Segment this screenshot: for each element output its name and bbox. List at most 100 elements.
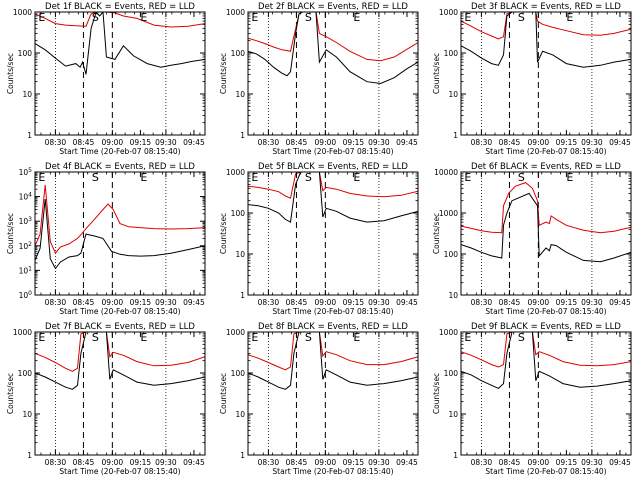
x-tick-label: 09:15 <box>556 298 578 307</box>
event-marker-e: E <box>566 331 573 344</box>
event-marker-s: S <box>305 171 312 184</box>
y-tick-label: 100 <box>19 290 33 300</box>
x-tick-label: 09:45 <box>183 138 205 147</box>
y-axis-label: Counts/sec <box>219 53 228 94</box>
x-tick-label: 09:30 <box>581 138 603 147</box>
series-events-line <box>461 12 631 68</box>
y-axis-label: Counts/sec <box>6 213 15 254</box>
panel-title: Det 9f BLACK = Events, RED = LLD <box>471 322 621 332</box>
panel-title: Det 2f BLACK = Events, RED = LLD <box>258 2 408 12</box>
x-axis-label: Start Time (20-Feb-07 08:15:40) <box>485 467 606 476</box>
x-axis-label: Start Time (20-Feb-07 08:15:40) <box>59 307 180 316</box>
panel-title: Det 6f BLACK = Events, RED = LLD <box>471 162 621 172</box>
y-tick-label: 1 <box>453 131 458 140</box>
x-tick-label: 09:00 <box>102 298 124 307</box>
plot-frame <box>247 331 419 456</box>
x-tick-label: 08:45 <box>73 298 95 307</box>
event-marker-e: E <box>566 171 573 184</box>
y-tick-label: 1 <box>453 451 458 460</box>
y-tick-label: 1000 <box>226 168 245 177</box>
y-axis-label: Counts/sec <box>6 53 15 94</box>
event-marker-e: E <box>251 331 258 344</box>
event-marker-e: E <box>464 11 471 24</box>
x-tick-label: 08:45 <box>73 458 95 467</box>
event-marker-e: E <box>251 171 258 184</box>
event-marker-e: E <box>140 11 147 24</box>
x-tick-label: 09:45 <box>183 458 205 467</box>
y-tick-label: 1000 <box>439 328 458 337</box>
y-tick-label: 1000 <box>439 8 458 17</box>
y-axis-label: Counts/sec <box>219 373 228 414</box>
plot-frame <box>34 171 206 296</box>
plot-frame <box>247 11 419 136</box>
y-tick-label: 100 <box>444 369 459 378</box>
x-tick-label: 09:00 <box>315 138 337 147</box>
y-tick-label: 10 <box>235 410 245 419</box>
x-tick-label: 09:00 <box>528 458 550 467</box>
event-marker-e: E <box>140 331 147 344</box>
x-tick-label: 09:00 <box>102 138 124 147</box>
x-tick-label: 08:30 <box>258 298 280 307</box>
event-marker-s: S <box>518 331 525 344</box>
x-tick-label: 08:30 <box>471 298 493 307</box>
y-tick-label: 1 <box>240 131 245 140</box>
event-marker-e: E <box>353 331 360 344</box>
panel-det-2: Det 2f BLACK = Events, RED = LLD 1 10 100 10… <box>219 2 419 156</box>
y-tick-label: 1000 <box>226 8 245 17</box>
y-tick-label: 1000 <box>439 209 458 218</box>
y-tick-label: 1000 <box>226 328 245 337</box>
x-tick-label: 09:45 <box>396 458 418 467</box>
plot-frame <box>460 11 632 136</box>
y-tick-label: 10 <box>448 291 458 300</box>
y-tick-label: 103 <box>19 216 33 226</box>
y-tick-label: 10 <box>235 90 245 99</box>
y-tick-label: 100 <box>444 250 459 259</box>
x-tick-label: 09:00 <box>528 298 550 307</box>
event-marker-s: S <box>305 331 312 344</box>
event-marker-e: E <box>251 11 258 24</box>
panel-det-7: Det 7f BLACK = Events, RED = LLD 1 10 100 10… <box>6 322 206 476</box>
plot-frame <box>247 171 419 296</box>
y-tick-label: 10 <box>235 250 245 259</box>
event-marker-e: E <box>566 11 573 24</box>
y-tick-label: 100 <box>18 49 33 58</box>
x-tick-label: 09:30 <box>368 298 390 307</box>
panel-title: Det 1f BLACK = Events, RED = LLD <box>45 2 195 12</box>
x-tick-label: 08:30 <box>471 458 493 467</box>
panel-title: Det 3f BLACK = Events, RED = LLD <box>471 2 621 12</box>
x-tick-label: 09:15 <box>343 138 365 147</box>
event-marker-e: E <box>353 11 360 24</box>
series-events-line <box>35 12 205 75</box>
x-tick-label: 08:45 <box>286 298 308 307</box>
x-tick-label: 09:30 <box>155 138 177 147</box>
y-tick-label: 1 <box>240 291 245 300</box>
x-tick-label: 08:30 <box>258 138 280 147</box>
y-tick-label: 100 <box>444 49 459 58</box>
y-axis-label: Counts/sec <box>6 373 15 414</box>
x-tick-label: 09:45 <box>609 298 631 307</box>
y-tick-label: 100 <box>231 369 246 378</box>
event-marker-s: S <box>518 11 525 24</box>
panel-det-8: Det 8f BLACK = Events, RED = LLD 1 10 100 10… <box>219 322 419 476</box>
x-axis-label: Start Time (20-Feb-07 08:15:40) <box>272 147 393 156</box>
x-axis-label: Start Time (20-Feb-07 08:15:40) <box>485 307 606 316</box>
series-lld-line <box>248 172 418 199</box>
y-tick-label: 10 <box>448 90 458 99</box>
x-tick-label: 09:30 <box>155 298 177 307</box>
panel-det-3: Det 3f BLACK = Events, RED = LLD 1 10 100 10… <box>432 2 632 156</box>
y-tick-label: 10 <box>22 90 32 99</box>
x-tick-label: 09:45 <box>609 458 631 467</box>
x-tick-label: 09:15 <box>343 458 365 467</box>
series-events-line <box>248 12 418 85</box>
event-marker-e: E <box>38 11 45 24</box>
event-marker-e: E <box>38 331 45 344</box>
x-tick-label: 09:00 <box>102 458 124 467</box>
x-tick-label: 08:45 <box>499 298 521 307</box>
event-marker-s: S <box>518 171 525 184</box>
y-tick-label: 10000 <box>434 168 458 177</box>
x-tick-label: 08:45 <box>286 138 308 147</box>
x-tick-label: 09:30 <box>368 458 390 467</box>
x-tick-label: 08:45 <box>73 138 95 147</box>
plot-frame <box>460 331 632 456</box>
x-tick-label: 09:30 <box>581 298 603 307</box>
